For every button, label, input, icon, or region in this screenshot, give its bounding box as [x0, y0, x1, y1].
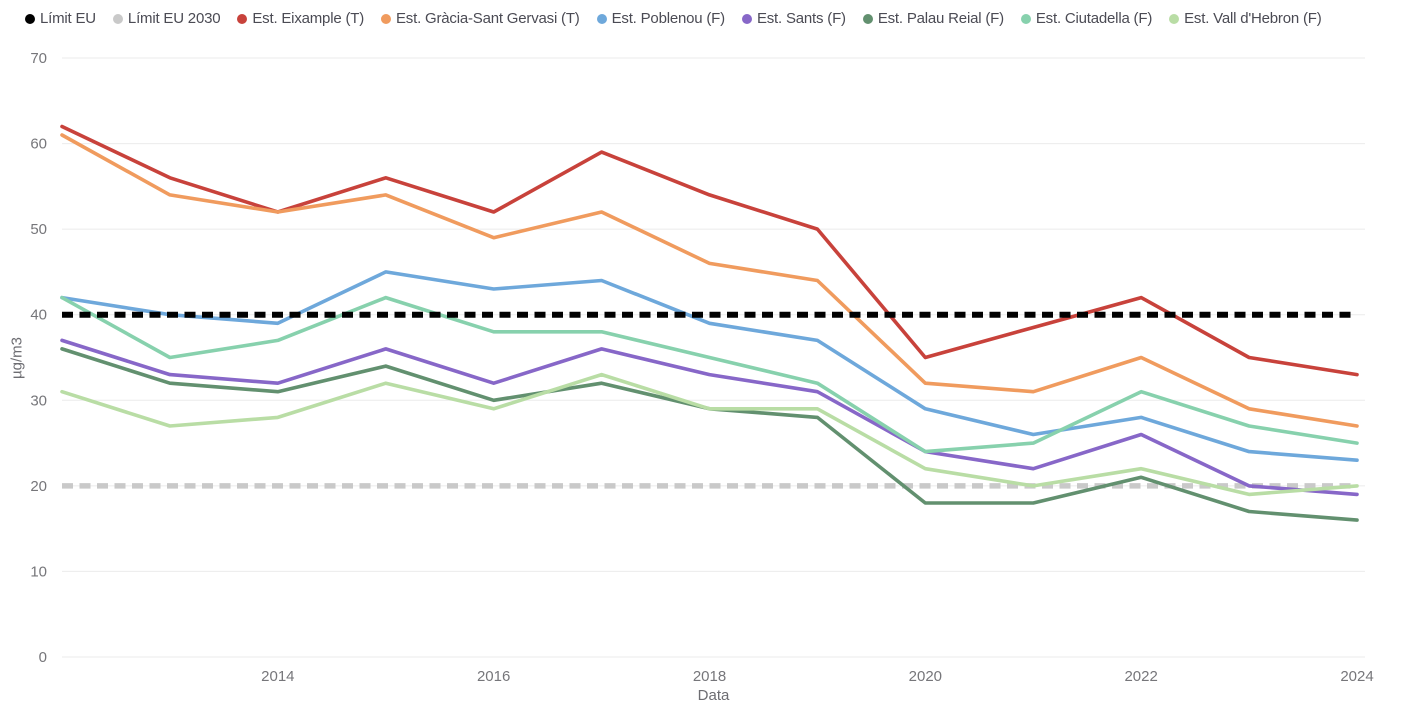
legend-label: Est. Palau Reial (F) — [877, 10, 1004, 27]
legend-label: Est. Ciutadella (F) — [1035, 10, 1153, 27]
legend-item[interactable]: Est. Ciutadella (F) — [1020, 10, 1153, 27]
y-tick-label: 0 — [39, 649, 47, 666]
y-tick-label: 30 — [30, 392, 47, 409]
legend-item[interactable]: Est. Sants (F) — [741, 10, 846, 27]
legend-label: Límit EU 2030 — [127, 10, 221, 27]
x-tick-label: 2014 — [261, 668, 294, 685]
legend-label: Est. Eixample (T) — [252, 10, 364, 27]
series-line-6 — [60, 295, 1359, 454]
x-tick-label: 2024 — [1340, 668, 1373, 685]
legend-item[interactable]: Est. Poblenou (F) — [596, 10, 726, 27]
y-tick-label: 40 — [30, 307, 47, 324]
legend-item[interactable]: Est. Palau Reial (F) — [862, 10, 1004, 27]
legend-item[interactable]: Límit EU 2030 — [112, 10, 221, 27]
legend-dot-icon — [596, 13, 607, 24]
y-tick-label: 60 — [30, 136, 47, 153]
legend-item[interactable]: Est. Eixample (T) — [237, 10, 364, 27]
y-tick-label: 10 — [30, 563, 47, 580]
legend-dot-icon — [381, 13, 391, 24]
x-axis-title: Data — [697, 687, 730, 704]
x-tick-label: 2022 — [1124, 668, 1157, 685]
legend-label: Límit EU — [40, 10, 96, 27]
legend-dot-icon — [112, 13, 123, 24]
legend-label: Est. Poblenou (F) — [611, 10, 726, 27]
x-tick-label: 2016 — [477, 668, 510, 685]
y-tick-label: 50 — [30, 221, 47, 238]
legend-label: Est. Sants (F) — [756, 10, 846, 27]
legend-dot-icon — [1169, 13, 1180, 24]
y-axis-title: µg/m3 — [8, 337, 26, 379]
y-tick-label: 20 — [30, 478, 47, 495]
legend-item[interactable]: Límit EU — [25, 10, 96, 27]
series-line-3 — [60, 270, 1359, 463]
series-line-7 — [60, 372, 1359, 497]
legend-dot-icon — [25, 13, 35, 24]
legend-dot-icon — [741, 13, 752, 24]
legend-label: Est. Vall d'Hebron (F) — [1184, 10, 1322, 27]
x-tick-label: 2018 — [693, 668, 726, 685]
legend-label: Est. Gràcia-Sant Gervasi (T) — [396, 10, 580, 27]
chart-legend: Límit EU Límit EU 2030 Est. Eixample (T) Es… — [25, 10, 1391, 27]
x-tick-label: 2020 — [909, 668, 942, 685]
series-line-1 — [60, 124, 1359, 377]
series-line-4 — [60, 338, 1359, 497]
legend-dot-icon — [862, 13, 873, 24]
legend-dot-icon — [237, 13, 248, 24]
legend-item[interactable]: Est. Vall d'Hebron (F) — [1169, 10, 1322, 27]
series-line-2 — [60, 133, 1359, 428]
legend-item[interactable]: Est. Gràcia-Sant Gervasi (T) — [381, 10, 580, 27]
y-tick-label: 70 — [30, 50, 47, 67]
legend-dot-icon — [1020, 13, 1031, 24]
